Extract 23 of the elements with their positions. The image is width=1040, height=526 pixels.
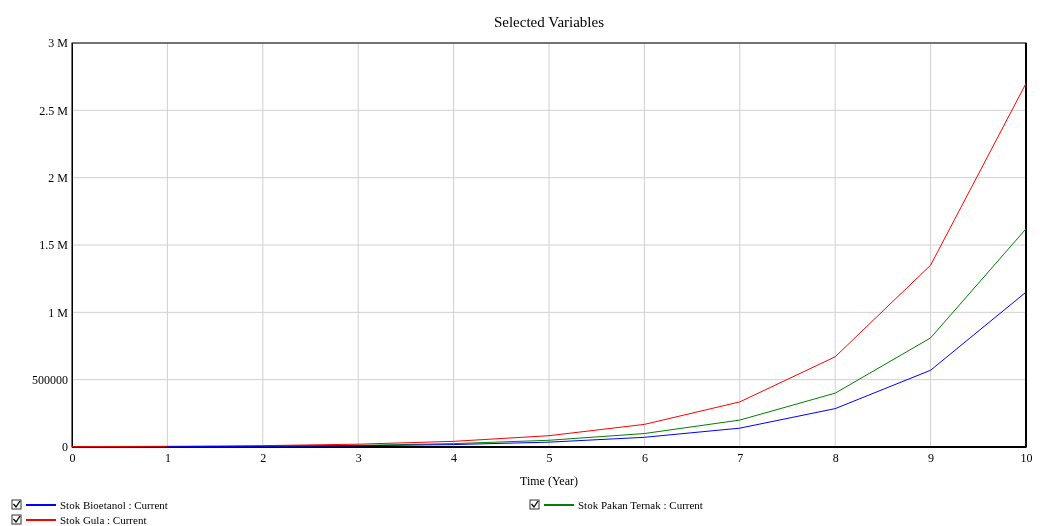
y-tick-label: 2 M [48,171,69,186]
x-tick-label: 3 [355,450,362,465]
y-tick-label: 3 M [48,36,69,51]
y-tick-label: 0 [62,440,68,455]
chart-title: Selected Variables [493,14,605,30]
x-tick-label: 5 [546,450,553,465]
x-tick-label: 9 [928,450,935,465]
x-tick-label: 2 [260,450,267,465]
x-tick-label: 1 [164,450,171,465]
y-tick-label: 1 M [48,305,69,320]
x-tick-label: 4 [451,450,458,465]
legend-label: Stok Bioetanol : Current [60,499,168,511]
x-axis-title: Time (Year) [519,474,579,488]
legend-label: Stok Pakan Ternak : Current [578,499,703,511]
legend-label: Stok Gula : Current [60,514,147,526]
x-tick-label: 10 [1020,450,1033,465]
y-tick-label: 500000 [32,373,68,388]
line-series [166,291,1027,448]
x-tick-label: 7 [737,450,744,465]
x-tick-label: 8 [832,450,839,465]
y-tick-label: 2.5 M [39,103,69,118]
y-tick-label: 1.5 M [39,238,69,253]
x-tick-label: 6 [641,450,648,465]
